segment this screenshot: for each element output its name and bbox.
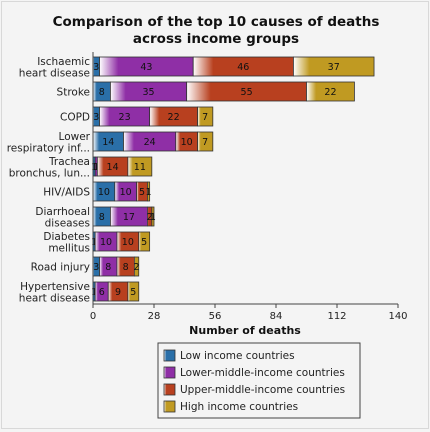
- category-label: COPD: [60, 112, 90, 124]
- bar-value-label: 35: [143, 87, 155, 98]
- legend-swatch-high-income-countries: [163, 400, 176, 413]
- category-label: diseases: [45, 217, 90, 229]
- category-label: mellitus: [48, 242, 90, 254]
- bar-value-label: 1: [91, 162, 97, 173]
- category-label: Lower: [59, 131, 91, 143]
- category-label: HIV/AIDS: [43, 187, 90, 199]
- category-label: Diabetes: [43, 231, 90, 243]
- x-tick-label: 112: [327, 311, 346, 322]
- bar-value-label: 22: [324, 87, 336, 98]
- bar-value-label: 14: [107, 162, 119, 173]
- bar-value-label: 8: [123, 262, 129, 273]
- bar-value-label: 8: [99, 212, 105, 223]
- legend-label-lower-middle-income-countries: Lower-middle-income countries: [180, 367, 345, 379]
- bar-value-label: 1: [91, 237, 97, 248]
- category-label: Diarrhoeal: [35, 206, 90, 218]
- legend: Low income countries Lower-middle-income …: [157, 342, 361, 419]
- bar-value-label: 5: [141, 237, 147, 248]
- bar-value-label: 22: [168, 112, 180, 123]
- bar-value-label: 2: [147, 212, 153, 223]
- bar-segment-high-income-countries: [127, 281, 140, 302]
- x-axis: 0 28 56 84 112 140: [90, 52, 408, 322]
- bar-value-label: 3: [93, 262, 99, 273]
- bar-value-label: 6: [99, 287, 105, 298]
- bar-value-label: 3: [93, 112, 99, 123]
- bar-value-label: 24: [144, 137, 156, 148]
- bar-segment-high-income-countries: [147, 181, 151, 202]
- category-label: bronchus, lun...: [9, 167, 90, 179]
- bar-value-label: 1: [150, 212, 156, 223]
- bar-value-label: 46: [237, 62, 249, 73]
- bar-segment-high-income-countries: [306, 81, 355, 102]
- bar-value-label: 2: [134, 262, 140, 273]
- bar-segment-high-income-countries: [197, 106, 214, 127]
- bar-value-label: 1: [146, 187, 152, 198]
- category-label: Hypertensive: [20, 281, 90, 293]
- x-tick-label: 56: [209, 311, 222, 322]
- bar-value-label: 10: [98, 187, 110, 198]
- bar-value-label: 14: [102, 137, 114, 148]
- x-tick-label: 28: [148, 311, 161, 322]
- bar-value-label: 10: [122, 237, 134, 248]
- legend-swatch-lower-middle-income-countries: [163, 366, 176, 379]
- bar-value-label: 8: [105, 262, 111, 273]
- category-label: heart disease: [19, 292, 90, 304]
- bar-segment-high-income-countries: [138, 231, 151, 252]
- bar-value-label: 1: [91, 287, 97, 298]
- legend-label-low-income-countries: Low income countries: [180, 350, 295, 362]
- x-tick-label: 84: [270, 311, 283, 322]
- category-label: Stroke: [57, 87, 90, 99]
- x-tick-label: 140: [388, 311, 407, 322]
- bar-value-label: 37: [328, 62, 340, 73]
- bar-value-label: 8: [99, 87, 105, 98]
- category-label: heart disease: [19, 67, 90, 79]
- bar-value-label: 55: [241, 87, 253, 98]
- bar-value-label: 10: [120, 187, 132, 198]
- bar-value-label: 11: [134, 162, 146, 173]
- bar-segment-high-income-countries: [133, 256, 140, 277]
- bar-value-label: 5: [139, 187, 145, 198]
- bar-segment-high-income-countries: [151, 206, 155, 227]
- bar-value-label: 43: [140, 62, 152, 73]
- chart-title-line-2: across income groups: [133, 31, 299, 47]
- bar-value-label: 10: [100, 237, 112, 248]
- legend-box: [157, 342, 361, 419]
- x-axis-title: Number of deaths: [189, 324, 301, 337]
- category-label: Road injury: [31, 262, 90, 274]
- category-label: Trachea: [48, 156, 90, 168]
- legend-label-upper-middle-income-countries: Upper-middle-income countries: [180, 384, 345, 396]
- legend-label-high-income-countries: High income countries: [180, 401, 298, 413]
- bar-segment-high-income-countries: [197, 131, 214, 152]
- bar-value-label: 7: [202, 112, 208, 123]
- bar-value-label: 5: [130, 287, 136, 298]
- chart-title-line-1: Comparison of the top 10 causes of death…: [53, 14, 380, 30]
- bar-value-label: 23: [119, 112, 131, 123]
- bar-value-label: 10: [181, 137, 193, 148]
- legend-swatch-low-income-countries: [163, 349, 176, 362]
- bar-value-label: 7: [202, 137, 208, 148]
- x-tick-label: 0: [90, 311, 96, 322]
- category-label: respiratory inf...: [7, 142, 90, 154]
- bar-segment-high-income-countries: [293, 56, 375, 77]
- category-label: Ischaemic: [37, 56, 90, 68]
- bar-value-label: 3: [93, 62, 99, 73]
- bar-value-label: 17: [123, 212, 135, 223]
- bar-value-label: 1: [93, 162, 99, 173]
- bar-segment-high-income-countries: [127, 156, 153, 177]
- bar-value-label: 9: [115, 287, 121, 298]
- legend-swatch-upper-middle-income-countries: [163, 383, 176, 396]
